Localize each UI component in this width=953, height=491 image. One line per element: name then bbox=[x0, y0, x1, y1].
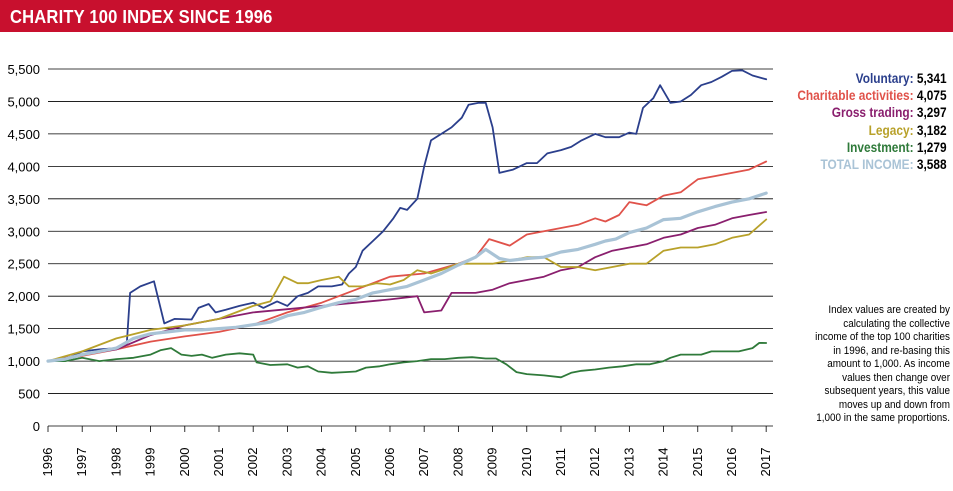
legend-value: 4,075 bbox=[913, 88, 947, 104]
legend-item: Investment: 1,279 bbox=[798, 139, 947, 156]
x-tick-label: 2005 bbox=[348, 448, 363, 477]
y-tick-label: 4,000 bbox=[7, 159, 40, 174]
x-tick-label: 2012 bbox=[587, 448, 602, 477]
x-tick-label: 2008 bbox=[450, 448, 465, 477]
x-tick-label: 2009 bbox=[485, 448, 500, 477]
legend-value: 3,297 bbox=[913, 105, 947, 121]
legend-item: Voluntary: 5,341 bbox=[798, 70, 947, 87]
y-tick-label: 5,500 bbox=[7, 62, 40, 77]
y-tick-label: 2,500 bbox=[7, 257, 40, 272]
index-note: Index values are created by calculating … bbox=[815, 304, 950, 424]
series-line-total-income bbox=[46, 191, 768, 363]
x-tick-label: 2017 bbox=[758, 448, 773, 477]
x-tick-label: 2004 bbox=[314, 448, 329, 477]
series-line-legacy bbox=[47, 218, 768, 362]
x-tick-label: 2007 bbox=[416, 448, 431, 477]
legend-label: Voluntary: bbox=[856, 71, 914, 86]
y-tick-label: 3,500 bbox=[7, 192, 40, 207]
legend-value: 3,182 bbox=[913, 122, 947, 138]
legend-value: 1,279 bbox=[913, 139, 947, 155]
legend-value: 5,341 bbox=[913, 71, 947, 86]
legend-value: 3,588 bbox=[913, 157, 947, 173]
legend-item: Gross trading: 3,297 bbox=[798, 104, 947, 121]
legend-label: Legacy: bbox=[869, 122, 914, 138]
series-line-voluntary bbox=[47, 69, 768, 362]
x-tick-label: 2003 bbox=[279, 448, 294, 477]
legend: Voluntary: 5,341 Charitable activities: 4… bbox=[777, 70, 947, 173]
x-tick-label: 1996 bbox=[40, 448, 55, 477]
series-line-investment bbox=[47, 342, 768, 379]
x-tick-label: 2001 bbox=[211, 448, 226, 477]
line-chart: 0 500 1,000 1,500 2,000 2,500 3,000 3,500 4,000 4… bbox=[7, 62, 773, 477]
x-tick-label: 2014 bbox=[656, 448, 671, 477]
x-tick-label: 1998 bbox=[108, 448, 123, 477]
legend-label: Gross trading: bbox=[832, 105, 914, 121]
y-tick-label: 1,000 bbox=[7, 354, 40, 369]
x-tick-label: 2006 bbox=[382, 448, 397, 477]
y-tick-label: 4,500 bbox=[7, 127, 40, 142]
x-tick-label: 2013 bbox=[621, 448, 636, 477]
y-tick-label: 3,000 bbox=[7, 224, 40, 239]
x-tick-label: 2010 bbox=[519, 448, 534, 477]
y-tick-label: 1,500 bbox=[7, 322, 40, 337]
legend-label: TOTAL INCOME: bbox=[820, 157, 914, 173]
x-tick-label: 1997 bbox=[74, 448, 89, 477]
y-tick-label: 2,000 bbox=[7, 289, 40, 304]
y-tick-label: 0 bbox=[33, 419, 40, 434]
legend-item: Legacy: 3,182 bbox=[798, 122, 947, 139]
y-tick-label: 5,000 bbox=[7, 94, 40, 109]
series-line-gross-trading bbox=[47, 211, 768, 362]
x-tick-label: 2000 bbox=[177, 448, 192, 477]
x-tick-label: 2011 bbox=[553, 448, 568, 476]
legend-item: Charitable activities: 4,075 bbox=[798, 87, 947, 104]
legend-label: Investment: bbox=[847, 139, 914, 155]
x-tick-label: 2015 bbox=[690, 448, 705, 477]
legend-item: TOTAL INCOME: 3,588 bbox=[798, 156, 947, 173]
title-bar: CHARITY 100 INDEX SINCE 1996 bbox=[0, 0, 953, 32]
legend-label: Charitable activities: bbox=[797, 88, 914, 104]
y-tick-label: 500 bbox=[18, 387, 40, 402]
x-tick-label: 2002 bbox=[245, 448, 260, 477]
series-line-charitable-activities bbox=[47, 160, 768, 362]
x-tick-label: 2016 bbox=[724, 448, 739, 477]
x-tick-label: 1999 bbox=[143, 448, 158, 477]
chart-title: CHARITY 100 INDEX SINCE 1996 bbox=[10, 7, 273, 27]
